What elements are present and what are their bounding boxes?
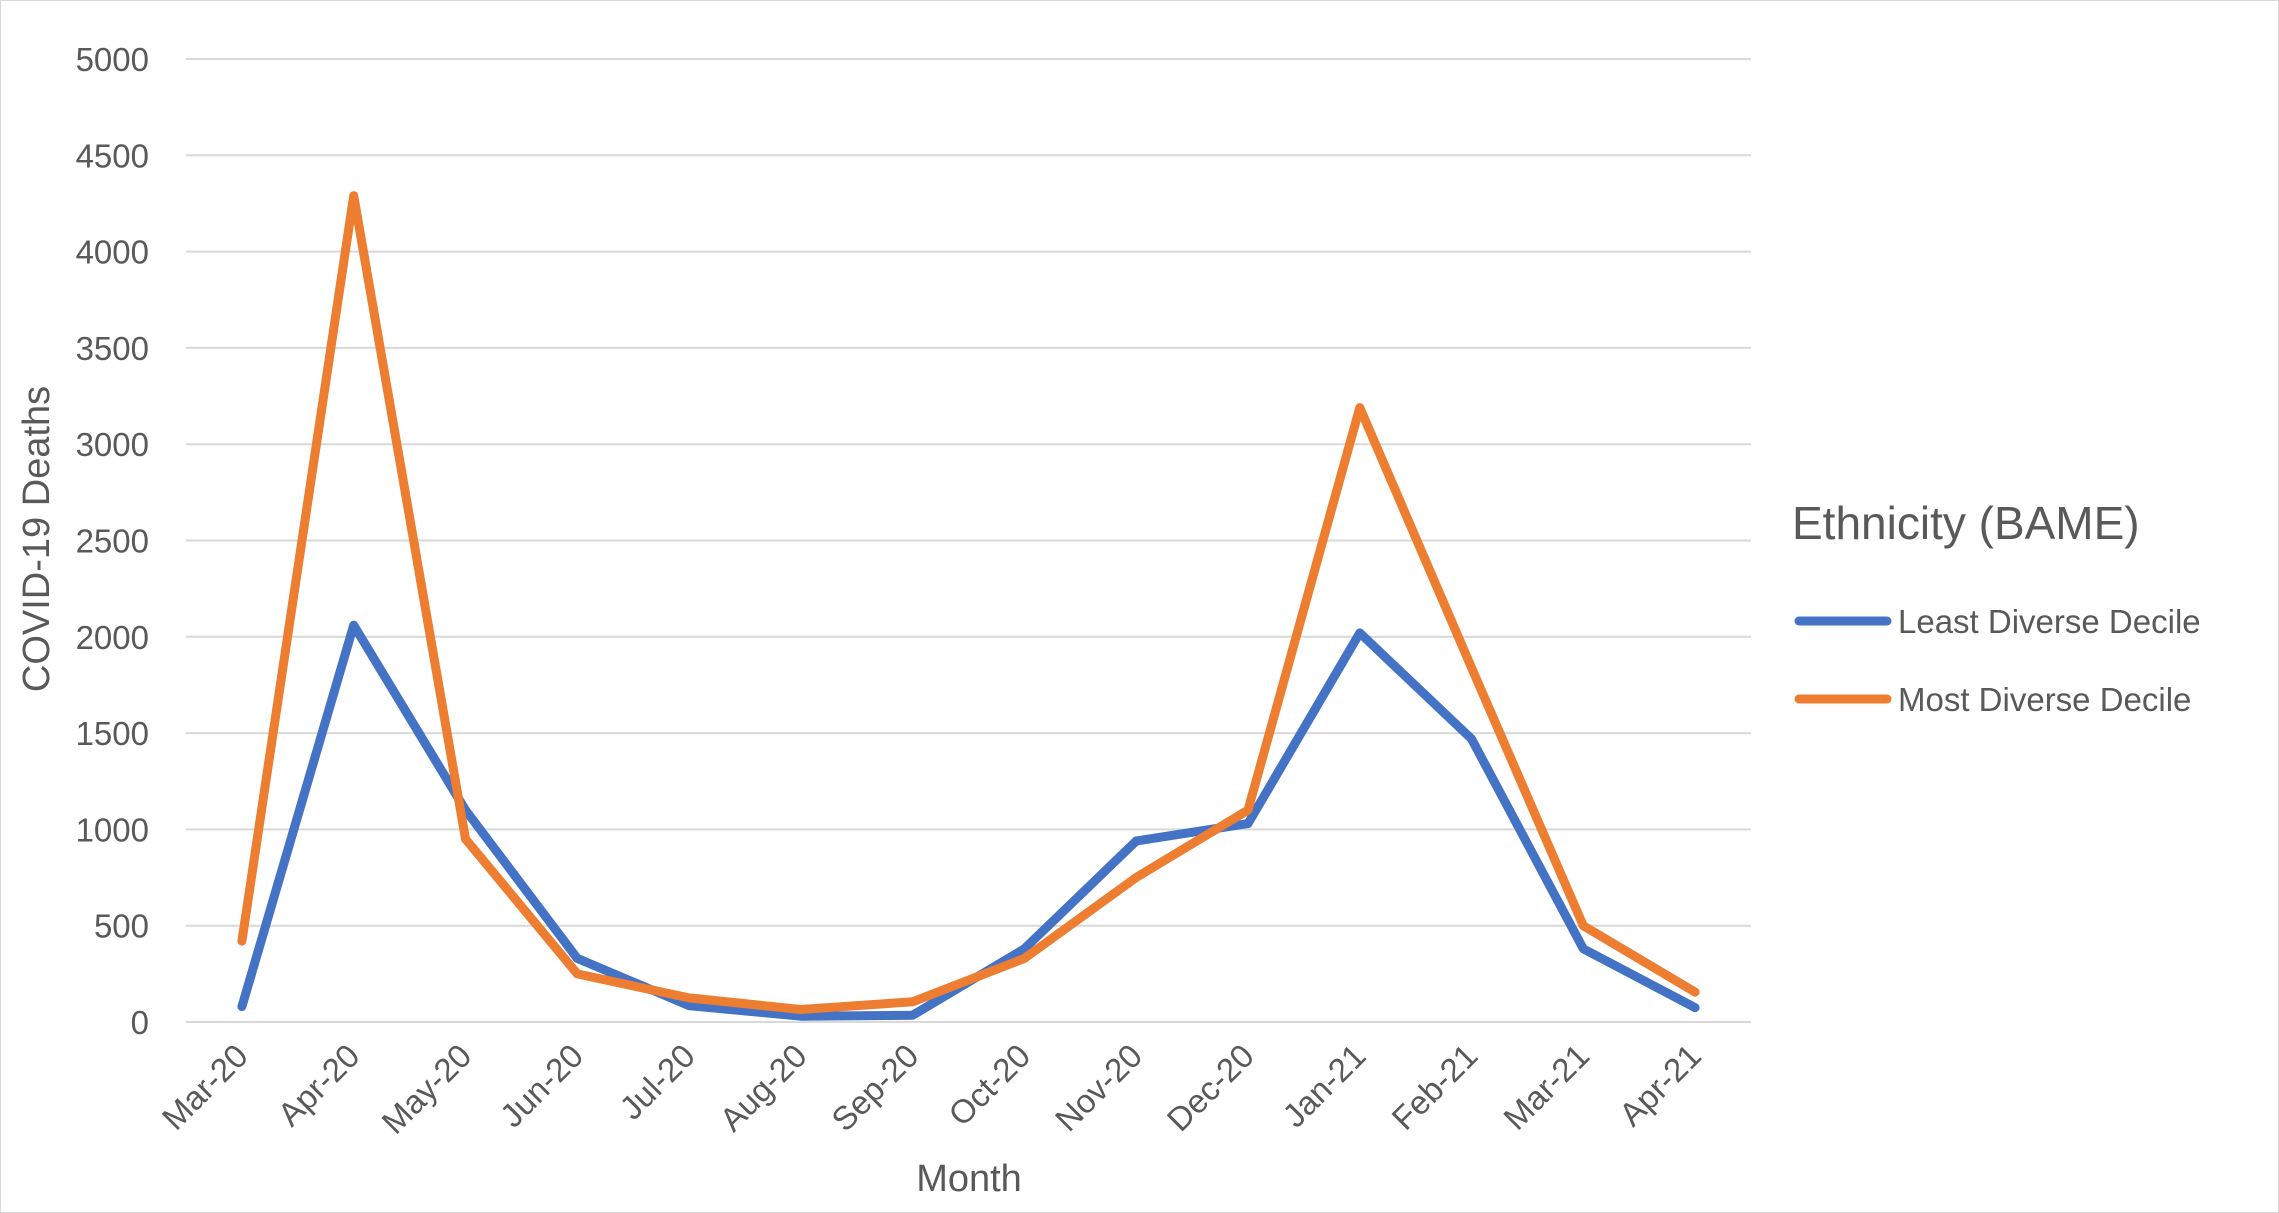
y-tick-label: 4500: [76, 137, 149, 174]
legend-items: Least Diverse Decile Most Diverse Decile: [1794, 603, 2201, 718]
gridlines: [186, 58, 1751, 1023]
x-tick-label: Apr-21: [1612, 1037, 1708, 1133]
y-axis-ticks: 0 500 1000 1500 2000 2500 3000 3500 4000 4500 5000: [76, 41, 149, 1041]
x-tick-label: Dec-20: [1160, 1037, 1261, 1138]
legend-title: Ethnicity (BAME): [1792, 497, 2140, 549]
x-tick-label: Mar-21: [1496, 1037, 1596, 1137]
x-axis-title: Month: [916, 1158, 1022, 1200]
y-tick-label: 5000: [76, 41, 149, 78]
legend-label: Most Diverse Decile: [1898, 681, 2191, 718]
x-tick-label: Aug-20: [712, 1037, 813, 1138]
y-tick-label: 2500: [76, 523, 149, 560]
x-tick-label: Feb-21: [1384, 1037, 1484, 1137]
x-tick-label: Jul-20: [612, 1037, 702, 1127]
x-tick-label: Jun-20: [493, 1037, 591, 1135]
x-tick-label: Nov-20: [1048, 1037, 1149, 1138]
y-tick-label: 3000: [76, 426, 149, 463]
y-axis-title: COVID-19 Deaths: [16, 386, 58, 692]
legend: Ethnicity (BAME) Least Diverse Decile Mos…: [1792, 497, 2201, 718]
y-tick-label: 500: [94, 908, 149, 945]
y-tick-label: 1500: [76, 715, 149, 752]
x-tick-label: Apr-20: [270, 1037, 366, 1133]
x-tick-label: Jan-21: [1275, 1037, 1373, 1135]
x-tick-label: Mar-20: [155, 1037, 255, 1137]
legend-label: Least Diverse Decile: [1898, 603, 2201, 640]
x-axis-ticks: Mar-20 Apr-20 May-20 Jun-20 Jul-20 Aug-20 Sep-…: [155, 1037, 1708, 1141]
series-line-2: [237, 191, 1700, 1014]
x-tick-label: Sep-20: [824, 1037, 925, 1138]
y-tick-label: 2000: [76, 619, 149, 656]
y-tick-label: 1000: [76, 811, 149, 848]
x-tick-label: Oct-20: [941, 1037, 1037, 1133]
series-lines: [237, 191, 1700, 1021]
x-tick-label: May-20: [374, 1037, 478, 1141]
y-tick-label: 4000: [76, 234, 149, 271]
y-tick-label: 3500: [76, 330, 149, 367]
y-tick-label: 0: [131, 1004, 149, 1041]
